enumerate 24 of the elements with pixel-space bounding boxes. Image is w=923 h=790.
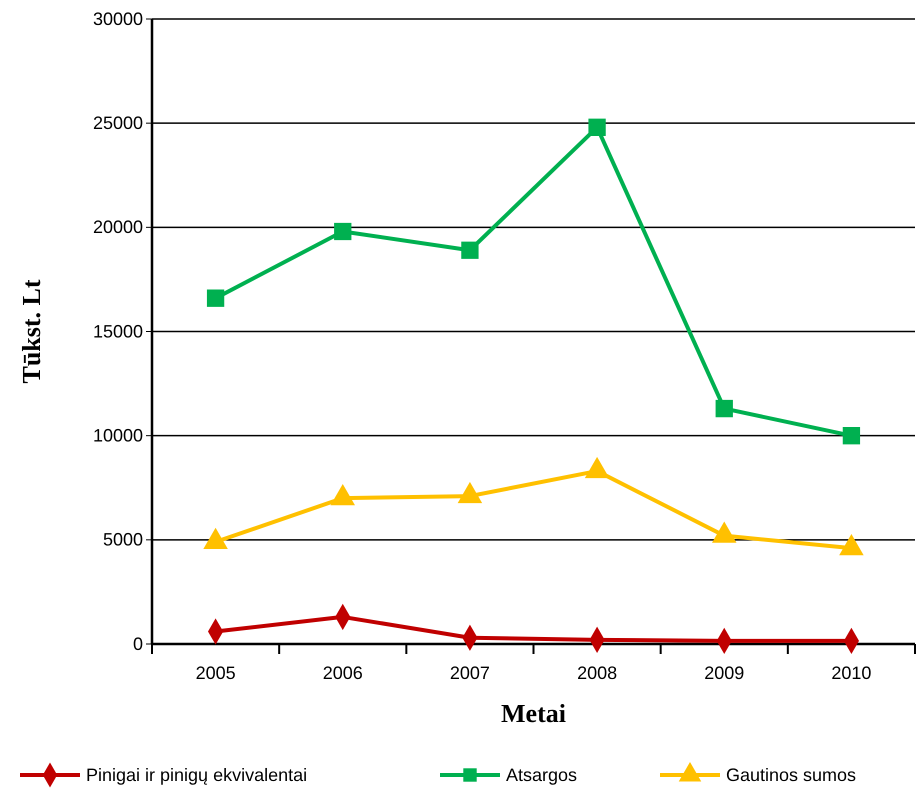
x-tick-label: 2010	[831, 662, 872, 683]
legend-label: Pinigai ir pinigų ekvivalentai	[86, 765, 308, 785]
point	[206, 290, 224, 307]
y-tick-label: 30000	[92, 8, 143, 29]
y-tick-label: 25000	[92, 112, 143, 133]
y-tick-label: 10000	[92, 425, 143, 446]
point	[588, 118, 606, 136]
y-tick-label: 15000	[92, 321, 143, 342]
legend-label: Gautinos sumos	[726, 765, 856, 785]
legend-label: Atsargos	[506, 765, 578, 785]
x-tick-label: 2009	[704, 662, 744, 683]
point	[842, 427, 860, 444]
y-tick-label: 20000	[92, 217, 143, 238]
x-tick-label: 2007	[450, 662, 490, 683]
x-tick-label: 2006	[322, 662, 363, 683]
y-axis-title: Tūkst. Lt	[17, 279, 46, 384]
point	[461, 242, 479, 259]
x-tick-label: 2005	[196, 662, 236, 683]
point	[334, 222, 352, 240]
x-tick-label: 2008	[577, 662, 618, 683]
y-tick-label: 0	[132, 634, 143, 654]
x-axis-title: Metai	[501, 699, 566, 728]
y-tick-label: 5000	[102, 530, 143, 550]
point	[716, 400, 733, 418]
